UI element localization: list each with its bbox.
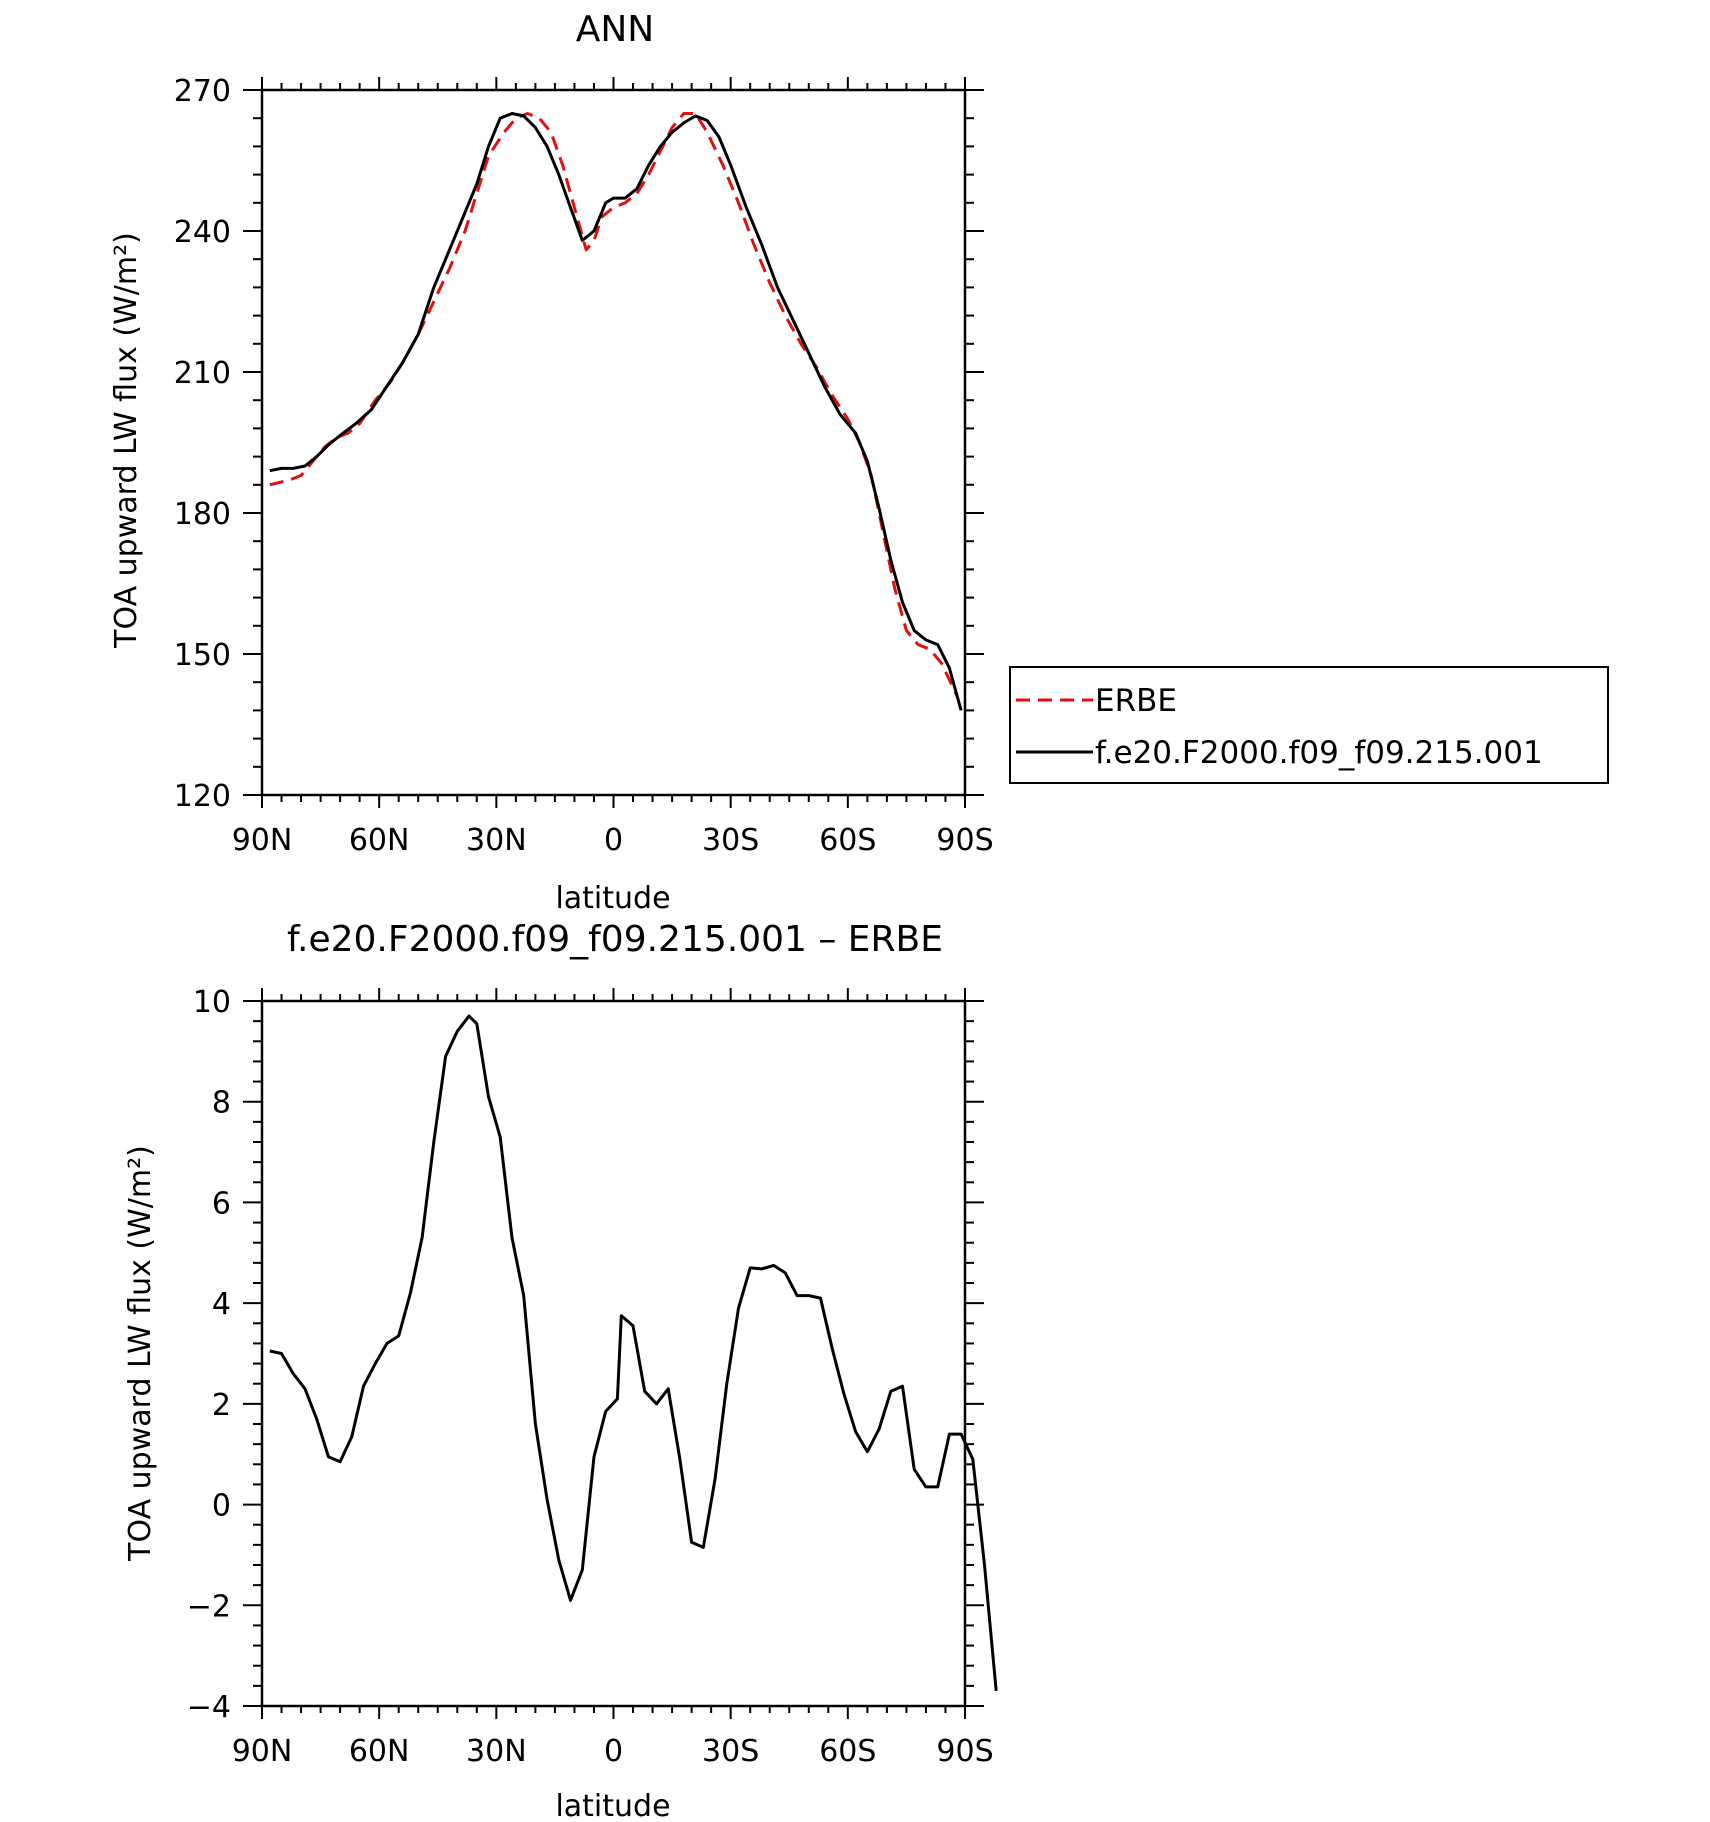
x-axis-label: latitude — [555, 881, 670, 916]
x-tick-label: 90N — [232, 1734, 293, 1769]
y-tick-label: −2 — [187, 1589, 231, 1624]
x-tick-label: 30S — [702, 823, 759, 858]
y-axis-label-text: TOA upward LW flux (W/m²) — [109, 232, 144, 649]
y-tick-label: 270 — [174, 74, 231, 109]
y-tick-label: 2 — [212, 1388, 231, 1423]
y-tick-label: 8 — [212, 1086, 231, 1121]
series-line-f-e20-f2000-f09-f09-215-001 — [269, 112, 963, 711]
x-tick-label: 30N — [466, 823, 527, 858]
chart-title: f.e20.F2000.f09_f09.215.001 – ERBE — [287, 919, 943, 960]
x-tick-label: 0 — [604, 823, 623, 858]
chart-panel-annual: ANN 90N 60N 30N 0 30S 60S 90S 120 150 180 210 240 27… — [109, 9, 1609, 916]
y-axis-label-text: TOA upward LW flux (W/m²) — [123, 1145, 158, 1562]
x-tick-label: 60N — [349, 823, 410, 858]
y-tick-label: 4 — [212, 1287, 231, 1322]
legend-box — [1009, 666, 1609, 784]
x-tick-label: 60S — [819, 1734, 876, 1769]
x-tick-label: 60N — [349, 1734, 410, 1769]
y-tick-label: 10 — [193, 985, 231, 1020]
y-tick-label: 210 — [174, 356, 231, 391]
y-tick-label: 150 — [174, 638, 231, 673]
y-tick-label: −4 — [187, 1690, 231, 1725]
y-tick-label: 180 — [174, 497, 231, 532]
y-tick-label: 120 — [174, 779, 231, 814]
x-tick-label: 30S — [702, 1734, 759, 1769]
y-axis-label: TOA upward LW flux (W/m²) — [123, 1145, 158, 1562]
y-tick-label: 6 — [212, 1186, 231, 1221]
legend-label-erbe: ERBE — [1095, 683, 1177, 719]
x-tick-label: 90N — [232, 823, 293, 858]
legend: ERBE f.e20.F2000.f09_f09.215.001 — [1009, 666, 1609, 784]
chart-title: ANN — [576, 9, 655, 50]
series-line-difference — [269, 1014, 998, 1692]
y-tick-label: 0 — [212, 1489, 231, 1524]
legend-label-model: f.e20.F2000.f09_f09.215.001 — [1095, 735, 1543, 771]
x-axis-label: latitude — [555, 1789, 670, 1822]
x-tick-label: 60S — [819, 823, 876, 858]
x-tick-label: 0 — [604, 1734, 623, 1769]
y-tick-label: 240 — [174, 215, 231, 250]
x-tick-label: 30N — [466, 1734, 527, 1769]
x-tick-label: 90S — [936, 823, 993, 858]
x-tick-label: 90S — [936, 1734, 993, 1769]
y-axis-label: TOA upward LW flux (W/m²) — [109, 232, 144, 649]
chart-panel-difference: f.e20.F2000.f09_f09.215.001 – ERBE 90N 60… — [123, 919, 998, 1822]
plot-frame — [260, 999, 967, 1708]
